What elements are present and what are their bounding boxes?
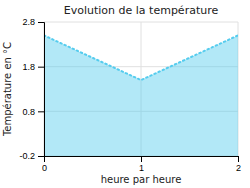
tick: -0.2 xyxy=(19,151,44,161)
tick-label: 2.8 xyxy=(22,17,35,27)
tick: 0 xyxy=(42,156,47,173)
tick-mark xyxy=(38,22,44,23)
title: Evolution de la température xyxy=(64,4,219,17)
line xyxy=(44,35,238,80)
y-axis: -0.2 0.8 1.8 2.8 xyxy=(19,17,44,161)
tick: 1.8 xyxy=(22,62,44,72)
tick: 2.8 xyxy=(22,17,44,27)
tick-mark xyxy=(238,156,239,162)
tick-mark xyxy=(38,67,44,68)
tick: 2 xyxy=(236,156,241,173)
tick-mark xyxy=(38,156,44,157)
marks xyxy=(44,35,238,156)
axis-line xyxy=(45,157,239,163)
chart: 0 1 2 -0.2 0.8 1.8 2.8 Evolution de la températ… xyxy=(0,0,250,188)
tick-label: 0.8 xyxy=(22,107,35,117)
area xyxy=(44,35,238,156)
axis-line xyxy=(38,23,45,157)
tick: 1 xyxy=(139,156,144,173)
tick: 0.8 xyxy=(22,107,44,117)
grid xyxy=(44,22,238,156)
y-label: Température en °C xyxy=(2,42,13,137)
tick-label: 1.8 xyxy=(22,62,35,72)
x-axis: 0 1 2 xyxy=(42,156,241,173)
x-label: heure par heure xyxy=(101,174,182,185)
tick-label: 0 xyxy=(42,163,47,173)
plot: 0 1 2 -0.2 0.8 1.8 2.8 xyxy=(19,17,241,173)
tick-mark xyxy=(38,111,44,112)
tick-label: -0.2 xyxy=(19,151,35,161)
tick-mark xyxy=(141,156,142,162)
tick-label: 1 xyxy=(139,163,144,173)
tick-label: 2 xyxy=(236,163,241,173)
